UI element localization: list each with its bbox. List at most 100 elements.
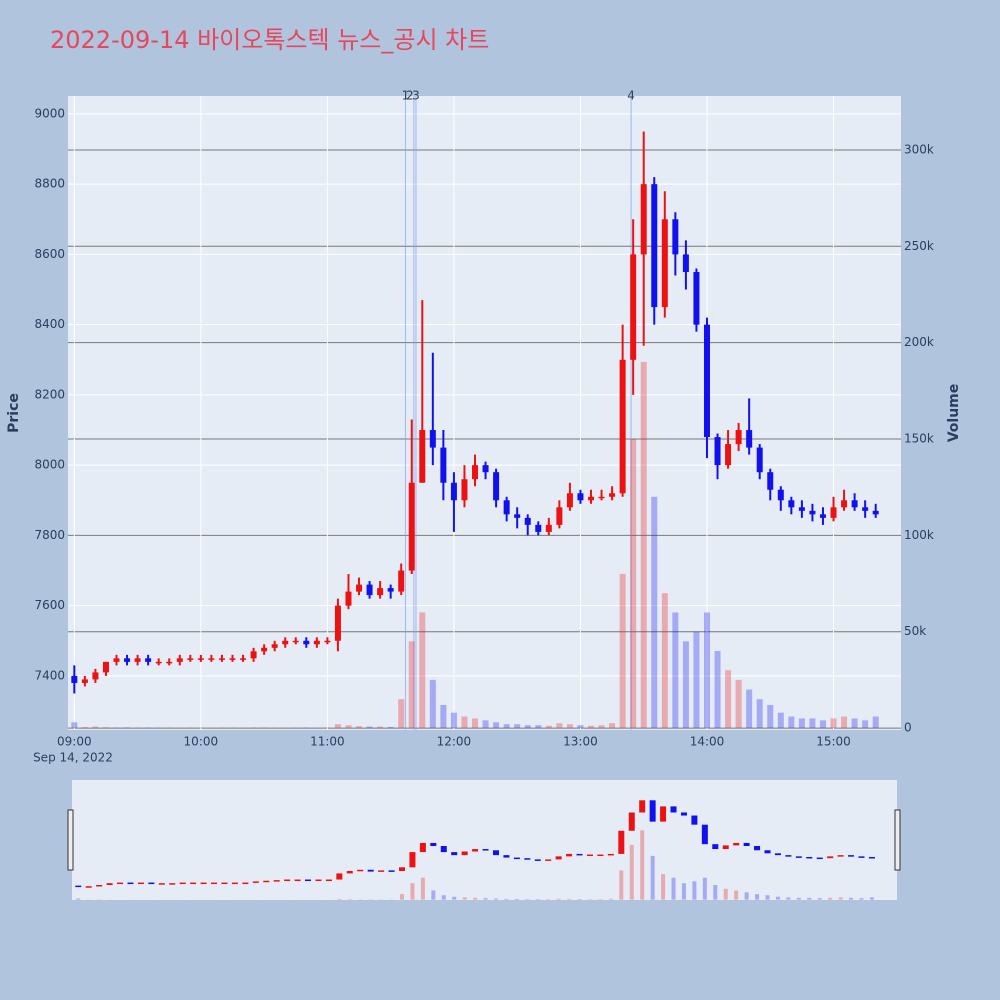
mini-candle <box>242 882 249 885</box>
mini-candle <box>492 850 499 856</box>
mini-volume-bar <box>723 888 728 900</box>
mini-volume-bar <box>838 897 843 900</box>
candle-body <box>609 493 616 497</box>
volume-bar <box>777 712 784 729</box>
y-tick-label: 8200 <box>34 387 65 401</box>
mini-candle <box>733 842 740 846</box>
mini-candle <box>336 873 343 880</box>
mini-candle <box>806 856 813 859</box>
candle-body <box>408 482 415 571</box>
mini-volume-bar <box>734 890 739 900</box>
mini-candle <box>451 852 458 856</box>
candle-body <box>524 517 531 525</box>
candle-body <box>134 658 141 662</box>
mini-volume-bar <box>765 895 770 900</box>
candle-body <box>809 510 816 515</box>
volume-bar <box>725 670 732 729</box>
y2-tick-label: 100k <box>904 528 934 542</box>
candle-body <box>788 500 795 508</box>
mini-volume-bar <box>347 899 352 900</box>
mini-candle <box>743 842 750 847</box>
mini-volume-bar <box>608 898 613 900</box>
candle-body <box>197 658 204 660</box>
candle-body <box>682 254 689 272</box>
mini-candle <box>85 886 92 888</box>
candle-body <box>619 359 626 494</box>
mini-candle <box>211 882 218 885</box>
candle-body <box>482 465 489 473</box>
candle-body <box>229 658 236 660</box>
mini-candle <box>357 869 364 872</box>
mini-volume-bar <box>786 897 791 900</box>
mini-candle <box>346 870 353 874</box>
mini-candle <box>221 882 228 885</box>
volume-bar <box>366 726 373 729</box>
candle-body <box>292 640 299 643</box>
range-slider[interactable] <box>72 780 897 900</box>
volume-bar <box>514 724 521 729</box>
mini-volume-bar <box>567 898 572 900</box>
mini-candle <box>649 800 656 822</box>
mini-candle <box>284 879 291 882</box>
x-tick-label: 10:00 <box>184 735 219 749</box>
mini-candle <box>252 881 259 883</box>
candle-body <box>598 496 605 499</box>
candle-body <box>672 219 679 255</box>
candle-body <box>345 591 352 606</box>
mini-candle <box>774 853 781 856</box>
mini-volume-bar <box>556 898 561 900</box>
volume-bar <box>545 725 552 729</box>
mini-candle <box>169 883 176 885</box>
mini-candle <box>848 855 855 857</box>
mini-candle <box>378 870 385 872</box>
mini-candle <box>566 853 573 857</box>
candle-body <box>398 570 405 592</box>
volume-bar <box>408 641 415 729</box>
mini-volume-bar <box>681 883 686 900</box>
candle-body <box>366 584 373 596</box>
candle-body <box>703 324 710 438</box>
mini-volume-bar <box>671 877 676 900</box>
candle-body <box>356 584 363 592</box>
candle-body <box>334 605 341 641</box>
candle-body <box>514 514 521 518</box>
mini-candle <box>868 856 875 859</box>
y-tick-label: 8600 <box>34 247 65 261</box>
mini-candle <box>628 812 635 831</box>
range-handle[interactable] <box>894 809 901 871</box>
mini-candle <box>305 879 312 882</box>
mini-candle <box>482 849 489 851</box>
mini-candle <box>545 859 552 861</box>
candle-body <box>113 658 120 662</box>
volume-bar <box>334 724 341 729</box>
volume-bar <box>102 727 109 729</box>
candle-body <box>419 430 426 483</box>
mini-candle <box>670 806 677 813</box>
volume-bar <box>598 725 605 729</box>
candle-body <box>566 493 573 508</box>
candle-body <box>630 254 637 360</box>
candle-body <box>830 507 837 518</box>
mini-volume-bar <box>400 894 404 900</box>
mini-volume-bar <box>462 897 467 900</box>
volume-bar <box>851 718 858 729</box>
mini-volume-bar <box>483 898 488 900</box>
mini-candle <box>576 853 583 856</box>
candle-body <box>651 184 658 308</box>
annotation-label: 1 <box>402 89 410 103</box>
candle-body <box>145 658 152 662</box>
candle-body <box>155 661 162 664</box>
y-tick-label: 8000 <box>34 458 65 472</box>
volume-bar <box>587 725 594 729</box>
mini-volume-bar <box>420 877 425 900</box>
range-handle[interactable] <box>67 809 74 871</box>
volume-bar <box>461 716 468 729</box>
mini-volume-bar <box>692 881 697 900</box>
candle-body <box>714 437 721 466</box>
volume-bar <box>714 650 721 729</box>
mini-volume-bar <box>504 898 509 900</box>
mini-volume-bar <box>577 899 582 900</box>
mini-candle <box>701 824 708 845</box>
candle-body <box>429 430 436 448</box>
